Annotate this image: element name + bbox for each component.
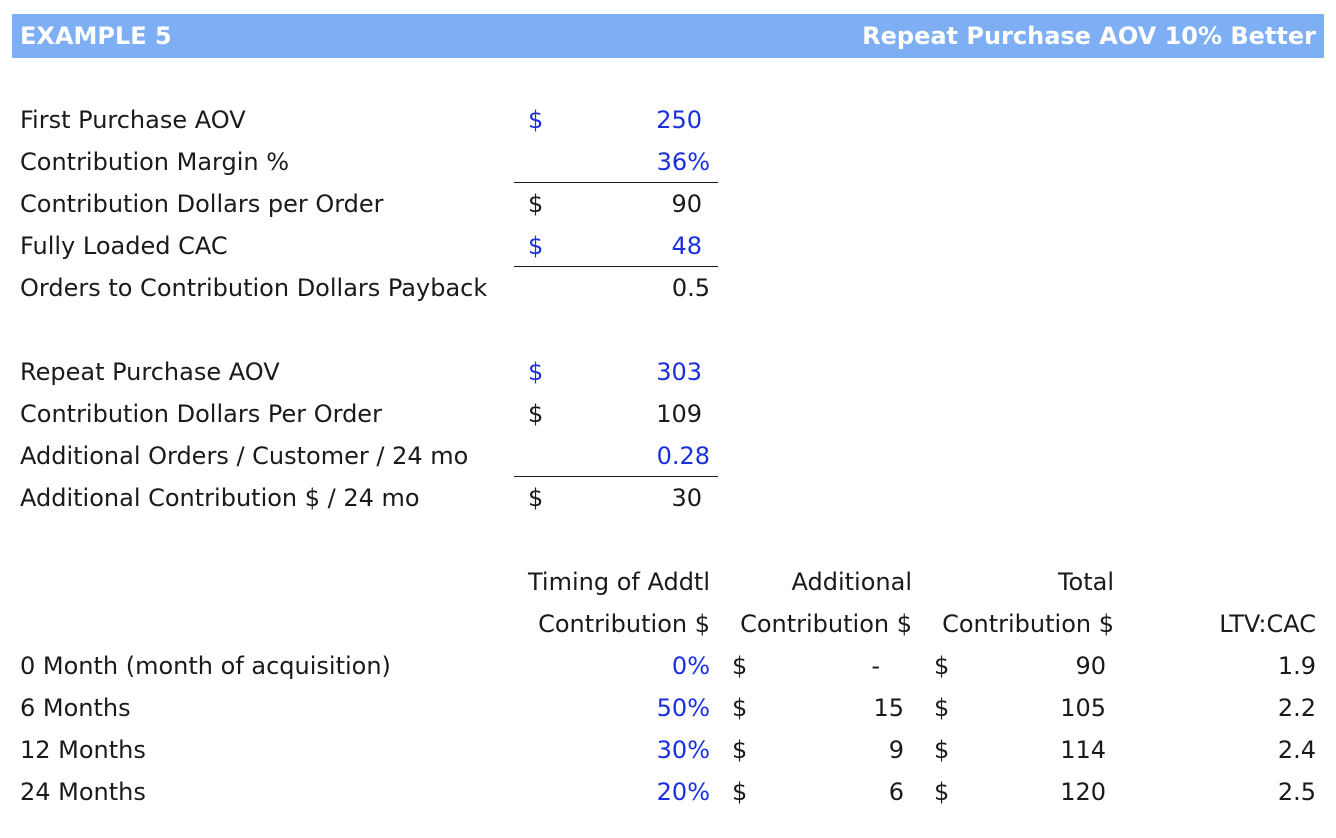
additional-contribution-label: Additional Contribution $ / 24 mo — [20, 484, 420, 512]
row-total-value: 90 — [1075, 652, 1106, 680]
rule-2 — [514, 266, 718, 267]
row-total-value: 120 — [1060, 778, 1106, 806]
row-additional-value: 9 — [888, 736, 904, 764]
row-additional-currency: $ — [732, 652, 748, 680]
additional-contribution-currency: $ — [528, 484, 544, 512]
row-additional-value: - — [871, 652, 880, 680]
first-aov-currency: $ — [528, 106, 544, 134]
contribution-margin-value: 36% — [656, 148, 710, 176]
repeat-contribution-per-order-label: Contribution Dollars Per Order — [20, 400, 382, 428]
row-ltv: 2.5 — [1277, 778, 1316, 806]
additional-header-line2: Contribution $ — [740, 610, 912, 638]
first-aov-label: First Purchase AOV — [20, 106, 246, 134]
additional-orders-value: 0.28 — [656, 442, 710, 470]
row-total-value: 114 — [1060, 736, 1106, 764]
row-timing: 30% — [656, 736, 710, 764]
additional-contribution-value: 30 — [671, 484, 702, 512]
row-timing: 50% — [656, 694, 710, 722]
repeat-contribution-per-order-value: 109 — [656, 400, 702, 428]
row-total-currency: $ — [934, 778, 950, 806]
contribution-per-order-value: 90 — [671, 190, 702, 218]
row-additional-currency: $ — [732, 736, 748, 764]
row-total-currency: $ — [934, 736, 950, 764]
contribution-per-order-label: Contribution Dollars per Order — [20, 190, 384, 218]
cac-value: 48 — [671, 232, 702, 260]
repeat-contribution-per-order-currency: $ — [528, 400, 544, 428]
additional-orders-label: Additional Orders / Customer / 24 mo — [20, 442, 469, 470]
rule-3 — [514, 476, 718, 477]
payback-label: Orders to Contribution Dollars Payback — [20, 274, 488, 302]
ltv-header: LTV:CAC — [1219, 610, 1316, 638]
rule-1 — [514, 182, 718, 183]
timing-header-line1: Timing of Addtl — [527, 568, 710, 596]
row-label: 0 Month (month of acquisition) — [20, 652, 391, 680]
additional-header-line1: Additional — [791, 568, 912, 596]
row-label: 12 Months — [20, 736, 146, 764]
row-additional-value: 15 — [873, 694, 904, 722]
row-timing: 0% — [671, 652, 710, 680]
row-additional-currency: $ — [732, 694, 748, 722]
row-timing: 20% — [656, 778, 710, 806]
row-total-value: 105 — [1060, 694, 1106, 722]
example-title: EXAMPLE 5 — [20, 22, 172, 50]
row-total-currency: $ — [934, 694, 950, 722]
payback-value: 0.5 — [671, 274, 710, 302]
repeat-aov-label: Repeat Purchase AOV — [20, 358, 280, 386]
repeat-aov-currency: $ — [528, 358, 544, 386]
first-aov-value: 250 — [656, 106, 702, 134]
example-header: EXAMPLE 5 Repeat Purchase AOV 10% Better — [12, 14, 1324, 58]
timing-header-line2: Contribution $ — [538, 610, 710, 638]
row-total-currency: $ — [934, 652, 950, 680]
repeat-aov-value: 303 — [656, 358, 702, 386]
row-label: 24 Months — [20, 778, 146, 806]
row-ltv: 2.2 — [1277, 694, 1316, 722]
cac-currency: $ — [528, 232, 544, 260]
cac-label: Fully Loaded CAC — [20, 232, 228, 260]
row-ltv: 1.9 — [1277, 652, 1316, 680]
contribution-per-order-currency: $ — [528, 190, 544, 218]
row-additional-value: 6 — [888, 778, 904, 806]
total-header-line2: Contribution $ — [942, 610, 1114, 638]
example-subtitle: Repeat Purchase AOV 10% Better — [862, 22, 1316, 50]
row-label: 6 Months — [20, 694, 131, 722]
row-additional-currency: $ — [732, 778, 748, 806]
row-ltv: 2.4 — [1277, 736, 1316, 764]
contribution-margin-label: Contribution Margin % — [20, 148, 290, 176]
total-header-line1: Total — [1057, 568, 1114, 596]
